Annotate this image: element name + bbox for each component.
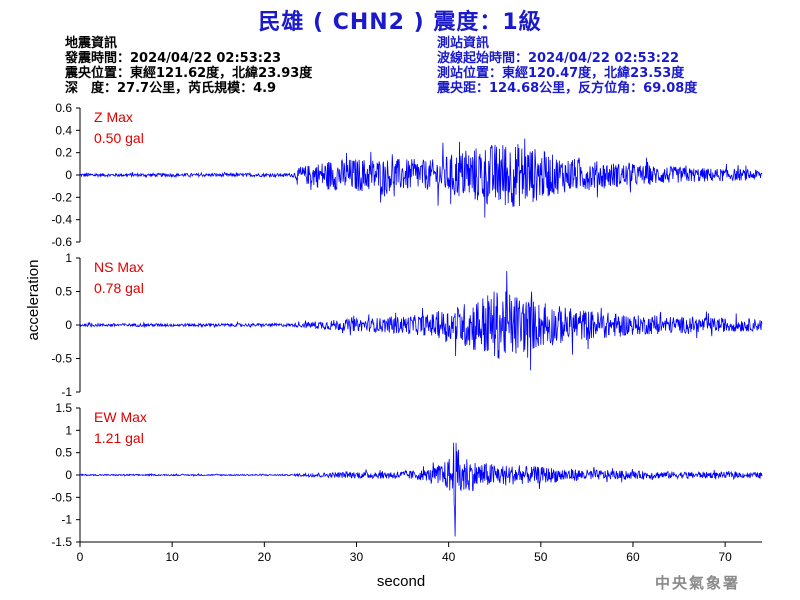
y-tick-label-EW: -0.5 — [51, 490, 72, 504]
max-value-EW: 1.21 gal — [94, 430, 144, 446]
y-tick-label-Z: 0 — [65, 168, 72, 182]
max-label-Z: Z Max — [94, 109, 133, 125]
waveform-Z — [79, 138, 763, 218]
y-tick-label-NS: 0.5 — [55, 285, 72, 299]
x-tick-label: 40 — [442, 550, 456, 564]
max-label-EW: EW Max — [94, 409, 147, 425]
y-tick-label-EW: -1 — [61, 513, 72, 527]
max-value-NS: 0.78 gal — [94, 280, 144, 296]
y-tick-label-NS: -0.5 — [51, 352, 72, 366]
event-info: 地震資訊 發震時間：2024/04/22 02:53:23 震央位置：東經121… — [65, 36, 312, 96]
footer-agency: 中央氣象署 — [655, 574, 741, 592]
event-info-heading: 地震資訊 — [65, 36, 118, 51]
y-tick-label-NS: -1 — [61, 385, 72, 399]
y-tick-label-EW: -1.5 — [51, 535, 72, 549]
station-info: 測站資訊 波線起始時間：2024/04/22 02:53:22 測站位置：東經1… — [437, 36, 697, 96]
y-tick-label-EW: 1 — [65, 423, 72, 437]
distance-azimuth: 震央距：124.68公里，反方位角：69.08度 — [437, 81, 698, 96]
x-tick-label: 50 — [534, 550, 548, 564]
wave-start-time: 波線起始時間：2024/04/22 02:53:22 — [437, 51, 680, 66]
epicenter-location: 震央位置：東經121.62度，北緯23.93度 — [65, 66, 313, 81]
y-tick-label-NS: 0 — [65, 318, 72, 332]
station-location: 測站位置：東經120.47度，北緯23.53度 — [437, 66, 685, 81]
y-axis-title: acceleration — [25, 260, 42, 341]
max-label-NS: NS Max — [94, 259, 144, 275]
y-tick-label-NS: 1 — [65, 251, 72, 265]
x-tick-label: 0 — [77, 550, 84, 564]
x-tick-label: 70 — [718, 550, 732, 564]
y-tick-label-Z: 0.6 — [55, 101, 72, 115]
waveform-NS — [79, 270, 763, 371]
waveform-EW — [79, 442, 763, 537]
y-tick-label-Z: -0.4 — [51, 213, 72, 227]
y-tick-label-Z: -0.2 — [51, 190, 72, 204]
max-value-Z: 0.50 gal — [94, 130, 144, 146]
x-tick-label: 20 — [258, 550, 272, 564]
origin-time: 發震時間：2024/04/22 02:53:23 — [65, 51, 282, 66]
chart-title: 民雄 ( CHN2 ) 震度：1級 — [258, 10, 542, 35]
x-tick-label: 30 — [350, 550, 364, 564]
y-tick-label-EW: 0.5 — [55, 446, 72, 460]
x-axis-title: second — [377, 573, 425, 590]
y-tick-label-EW: 0 — [65, 468, 72, 482]
y-tick-label-Z: 0.4 — [55, 123, 72, 137]
y-tick-label-EW: 1.5 — [55, 401, 72, 415]
station-info-heading: 測站資訊 — [437, 36, 490, 51]
x-tick-label: 10 — [165, 550, 179, 564]
depth-magnitude: 深 度：27.7公里，芮氏規模：4.9 — [65, 81, 277, 96]
x-tick-label: 60 — [626, 550, 640, 564]
y-tick-label-Z: -0.6 — [51, 235, 72, 249]
y-tick-label-Z: 0.2 — [55, 146, 72, 160]
